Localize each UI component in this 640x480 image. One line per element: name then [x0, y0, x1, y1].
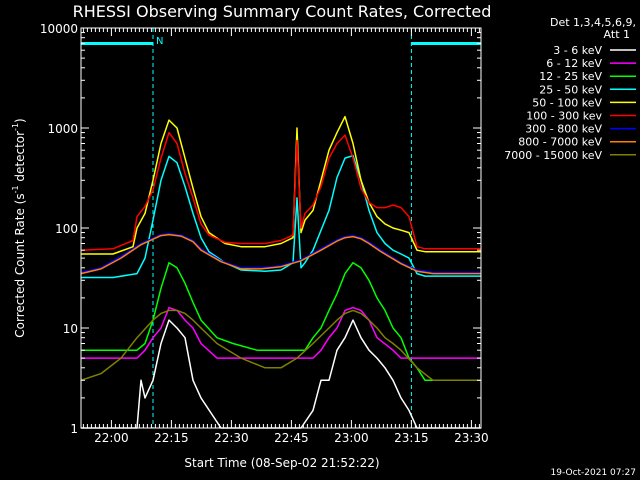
legend-label-8: 7000 - 15000 keV — [504, 149, 602, 162]
series-line-3 — [81, 154, 481, 279]
y-tick-label: 1 — [70, 422, 78, 436]
x-tick-label: 22:15 — [154, 431, 189, 445]
series-line-2 — [81, 261, 481, 382]
legend-header-line2: Att 1 — [604, 28, 630, 41]
y-tick-label: 10000 — [40, 22, 78, 36]
series-line-6 — [80, 232, 481, 274]
night-label: N — [156, 36, 163, 47]
x-tick-label: 23:00 — [334, 431, 369, 445]
legend-label-3: 25 - 50 keV — [539, 83, 602, 96]
series-line-8 — [80, 309, 481, 382]
legend-label-5: 100 - 300 kev — [526, 110, 602, 123]
x-tick-label: 23:15 — [394, 431, 429, 445]
y-tick-label: 100 — [55, 222, 78, 236]
legend-label-0: 3 - 6 keV — [553, 44, 602, 57]
legend-header-line1: Det 1,3,4,5,6,9, — [550, 16, 636, 29]
series-line-1 — [81, 306, 481, 359]
footer-timestamp: 19-Oct-2021 07:27 — [551, 468, 636, 478]
x-tick-label: 22:45 — [274, 431, 309, 445]
legend-label-4: 50 - 100 keV — [532, 96, 602, 109]
x-tick-label: 23:30 — [454, 431, 489, 445]
y-tick-label: 10 — [63, 322, 78, 336]
legend-label-1: 6 - 12 keV — [546, 57, 602, 70]
y-axis-label: Corrected Count Rate (s-1 detector-1) — [11, 118, 27, 337]
legend-label-7: 800 - 7000 keV — [518, 136, 602, 149]
chart-title: RHESSI Observing Summary Count Rates, Co… — [73, 2, 492, 21]
y-tick-label: 1000 — [47, 122, 78, 136]
legend-label-2: 12 - 25 keV — [539, 70, 602, 83]
series-line-7 — [80, 233, 481, 275]
series-line-5 — [80, 131, 481, 251]
x-tick-label: 22:00 — [94, 431, 129, 445]
legend-label-6: 300 - 800 keV — [525, 123, 602, 136]
x-axis-label: Start Time (08-Sep-02 21:52:22) — [184, 456, 379, 470]
x-tick-label: 22:30 — [214, 431, 249, 445]
